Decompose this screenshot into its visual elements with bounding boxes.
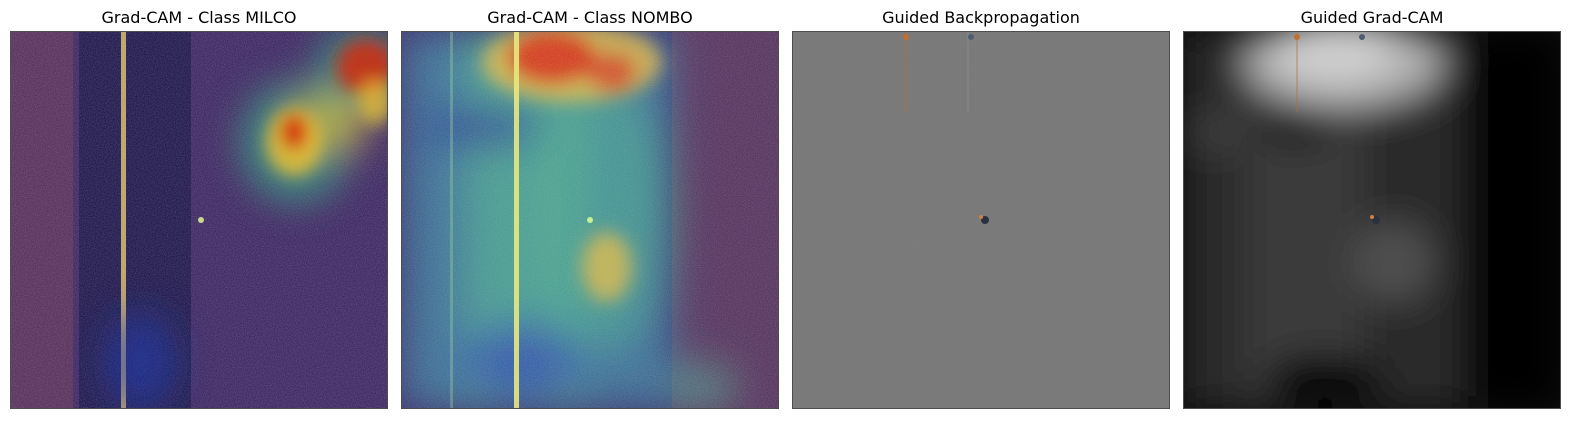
panel-title: Grad-CAM - Class NOMBO (487, 8, 693, 27)
panel-guided-backprop: Guided Backpropagation (792, 0, 1170, 423)
guided-backprop-image (792, 31, 1170, 409)
panel-title: Guided Grad-CAM (1300, 8, 1444, 27)
panel-gradcam-nombo: Grad-CAM - Class NOMBO (401, 0, 779, 423)
guided-gradcam-image (1183, 31, 1561, 409)
panel-gradcam-milco: Grad-CAM - Class MILCO (10, 0, 388, 423)
gradcam-nombo-image (401, 31, 779, 409)
gradcam-milco-image (10, 31, 388, 409)
panel-guided-gradcam: Guided Grad-CAM (1183, 0, 1561, 423)
panel-title: Guided Backpropagation (882, 8, 1080, 27)
panel-title: Grad-CAM - Class MILCO (101, 8, 297, 27)
